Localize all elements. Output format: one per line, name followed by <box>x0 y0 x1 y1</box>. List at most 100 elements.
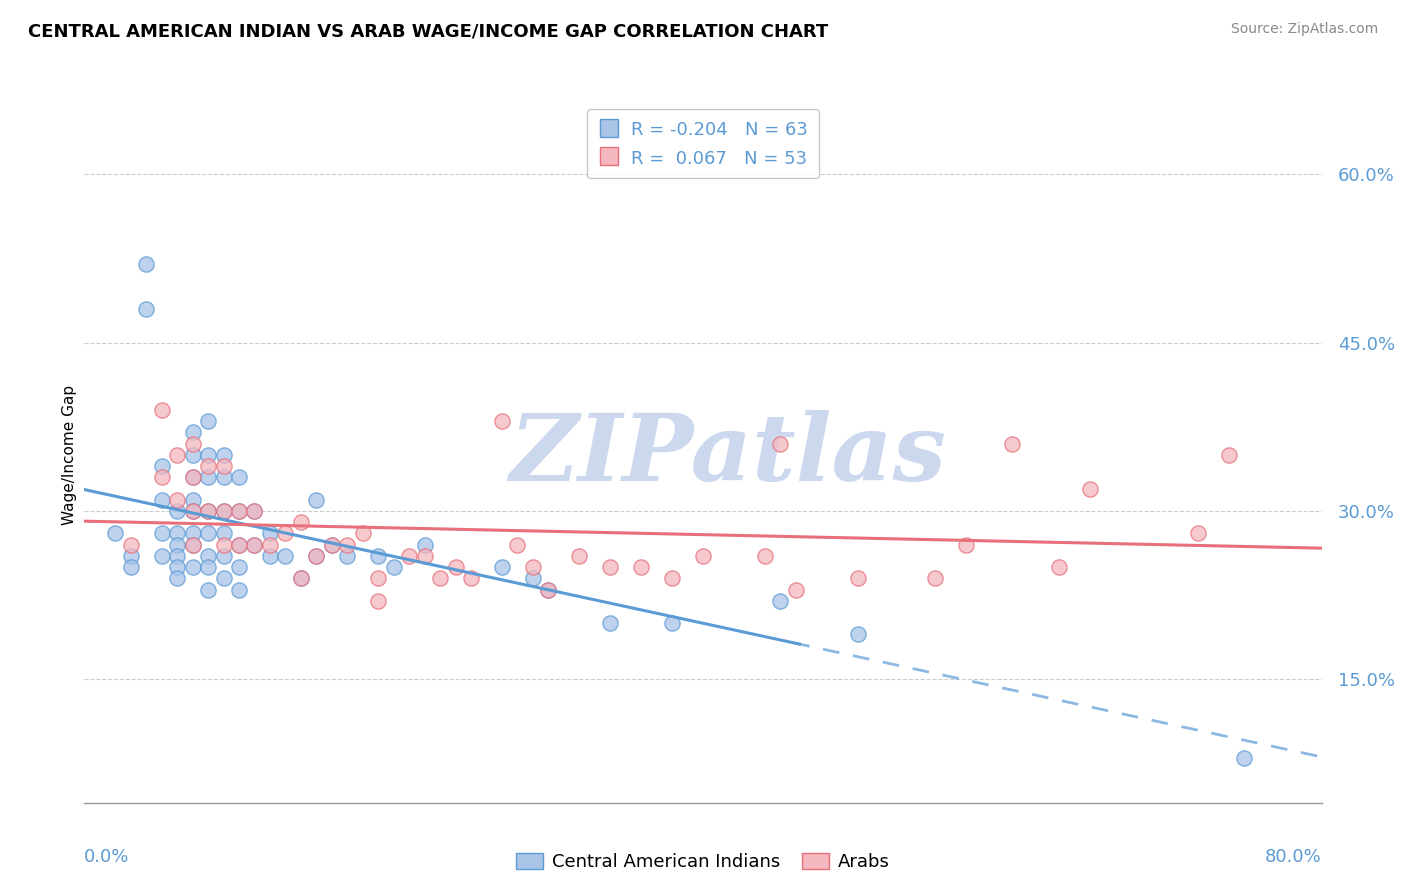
Point <box>150 492 173 507</box>
Point <box>444 560 467 574</box>
Point <box>197 504 219 518</box>
Point <box>382 560 405 574</box>
Point <box>181 538 204 552</box>
Point <box>181 492 204 507</box>
Point <box>197 560 219 574</box>
Point <box>429 571 451 585</box>
Y-axis label: Wage/Income Gap: Wage/Income Gap <box>62 384 77 525</box>
Point <box>1233 751 1256 765</box>
Point <box>120 549 142 563</box>
Point <box>846 571 869 585</box>
Point <box>305 492 328 507</box>
Point <box>1047 560 1070 574</box>
Point <box>259 538 281 552</box>
Point <box>785 582 807 597</box>
Text: ZIPatlas: ZIPatlas <box>509 410 946 500</box>
Point <box>181 538 204 552</box>
Point <box>491 414 513 428</box>
Point <box>367 549 389 563</box>
Text: CENTRAL AMERICAN INDIAN VS ARAB WAGE/INCOME GAP CORRELATION CHART: CENTRAL AMERICAN INDIAN VS ARAB WAGE/INC… <box>28 22 828 40</box>
Point <box>181 436 204 450</box>
Point <box>228 504 250 518</box>
Point <box>104 526 127 541</box>
Point <box>197 504 219 518</box>
Text: Source: ZipAtlas.com: Source: ZipAtlas.com <box>1230 22 1378 37</box>
Point <box>754 549 776 563</box>
Point <box>228 538 250 552</box>
Point <box>491 560 513 574</box>
Point <box>228 470 250 484</box>
Point <box>274 526 297 541</box>
Point <box>413 549 436 563</box>
Point <box>150 470 173 484</box>
Point <box>212 571 235 585</box>
Point <box>212 526 235 541</box>
Point <box>367 594 389 608</box>
Point <box>661 571 683 585</box>
Point <box>228 560 250 574</box>
Point <box>413 538 436 552</box>
Point <box>197 582 219 597</box>
Point <box>692 549 714 563</box>
Point <box>243 538 266 552</box>
Point <box>1078 482 1101 496</box>
Point <box>181 448 204 462</box>
Point <box>924 571 946 585</box>
Point <box>1218 448 1240 462</box>
Point <box>599 560 621 574</box>
Point <box>398 549 420 563</box>
Point <box>955 538 977 552</box>
Point <box>228 582 250 597</box>
Point <box>243 538 266 552</box>
Legend: R = -0.204   N = 63, R =  0.067   N = 53: R = -0.204 N = 63, R = 0.067 N = 53 <box>588 109 818 178</box>
Point <box>321 538 343 552</box>
Point <box>630 560 652 574</box>
Point <box>166 492 188 507</box>
Point <box>321 538 343 552</box>
Point <box>243 504 266 518</box>
Point <box>150 549 173 563</box>
Legend: Central American Indians, Arabs: Central American Indians, Arabs <box>509 846 897 879</box>
Point <box>166 504 188 518</box>
Point <box>352 526 374 541</box>
Text: 0.0%: 0.0% <box>84 847 129 866</box>
Point <box>181 504 204 518</box>
Point <box>661 616 683 631</box>
Point <box>769 436 792 450</box>
Point <box>181 526 204 541</box>
Point <box>599 616 621 631</box>
Point <box>212 504 235 518</box>
Point <box>212 448 235 462</box>
Point <box>522 571 544 585</box>
Point <box>166 549 188 563</box>
Point <box>243 504 266 518</box>
Point <box>212 504 235 518</box>
Point <box>460 571 482 585</box>
Point <box>228 504 250 518</box>
Point <box>336 549 359 563</box>
Point <box>537 582 560 597</box>
Point <box>166 448 188 462</box>
Point <box>568 549 591 563</box>
Point <box>537 582 560 597</box>
Point <box>197 526 219 541</box>
Point <box>1187 526 1209 541</box>
Point <box>846 627 869 641</box>
Point <box>197 414 219 428</box>
Point <box>120 538 142 552</box>
Point <box>197 549 219 563</box>
Point <box>166 526 188 541</box>
Point <box>150 459 173 474</box>
Point <box>197 470 219 484</box>
Point <box>769 594 792 608</box>
Point <box>166 538 188 552</box>
Point <box>274 549 297 563</box>
Text: 80.0%: 80.0% <box>1265 847 1322 866</box>
Point <box>166 571 188 585</box>
Point <box>336 538 359 552</box>
Point <box>181 470 204 484</box>
Point <box>212 538 235 552</box>
Point <box>120 560 142 574</box>
Point <box>290 571 312 585</box>
Point <box>181 425 204 440</box>
